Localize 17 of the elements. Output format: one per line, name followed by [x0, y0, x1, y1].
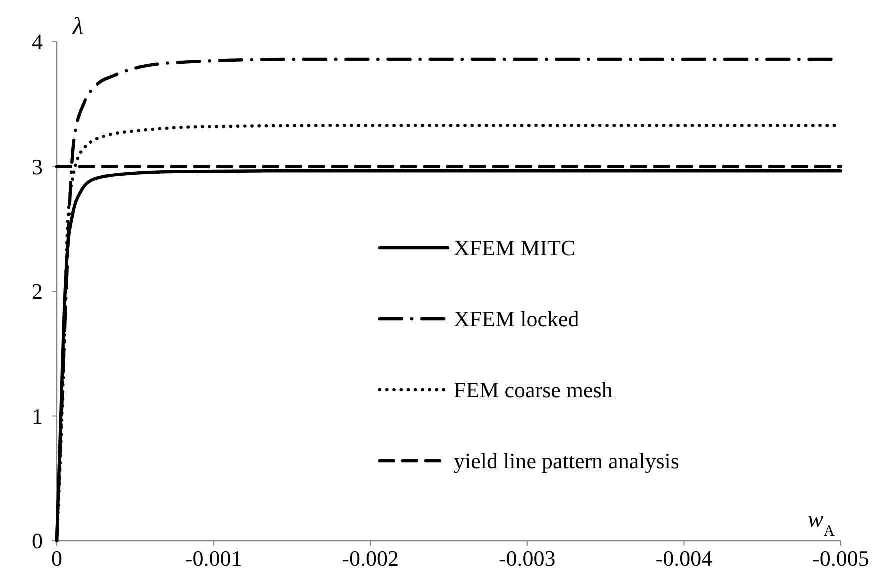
legend-label: XFEM locked [454, 306, 580, 332]
y-tick-label: 1 [32, 404, 43, 429]
x-tick-label: 0 [52, 546, 62, 571]
legend-label: XFEM MITC [454, 236, 576, 261]
x-tick-label: -0.001 [185, 546, 242, 571]
x-axis-title: w$_{A}$ [808, 507, 836, 540]
y-tick-label: 3 [32, 154, 43, 180]
x-tick-label: -0.005 [812, 546, 870, 571]
x-tick-label: -0.004 [656, 546, 713, 571]
y-tick-label: 4 [32, 30, 43, 55]
y-tick-label: 0 [32, 528, 43, 554]
x-tick-label: -0.003 [498, 546, 556, 571]
legend-label: yield line pattern analysis [454, 448, 680, 474]
y-axis-title: λ [72, 14, 84, 40]
y-tick-label: 2 [32, 279, 43, 304]
legend-label: FEM coarse mesh [454, 378, 613, 403]
x-tick-label: -0.002 [342, 546, 400, 571]
